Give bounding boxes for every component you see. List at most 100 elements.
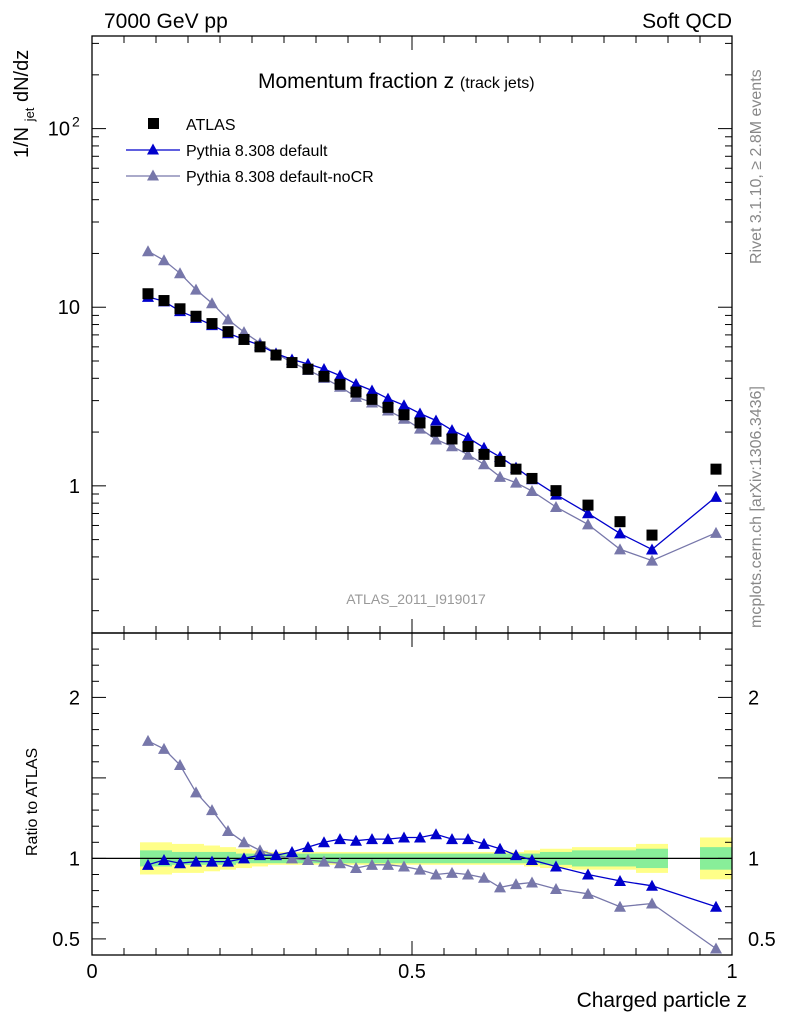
ratio-marker-pythia-nocr — [446, 866, 458, 878]
series-marker-pythia-nocr — [478, 458, 490, 470]
ratio-marker-pythia-nocr — [142, 734, 154, 746]
ratio-marker-pythia-nocr — [398, 860, 410, 872]
ratio-marker-pythia-nocr — [430, 868, 442, 880]
legend-marker-mc2 — [147, 169, 159, 181]
ratio-marker-pythia-default — [526, 854, 538, 866]
header-right: Soft QCD — [642, 10, 732, 33]
ratio-marker-pythia-default — [550, 860, 562, 872]
series-marker-pythia-default — [710, 490, 722, 502]
ratio-y-tick-label-right: 2 — [748, 687, 759, 709]
ratio-y-tick-label: 1 — [69, 848, 80, 870]
ratio-marker-pythia-default — [286, 845, 298, 857]
x-tick-label: 0.5 — [398, 961, 426, 983]
data-marker-atlas — [222, 326, 234, 338]
ratio-marker-pythia-default — [206, 855, 218, 867]
ratio-marker-pythia-default — [222, 855, 234, 867]
data-marker-atlas — [206, 318, 218, 330]
data-marker-atlas — [318, 370, 330, 382]
ratio-y-tick-label: 0.5 — [52, 929, 80, 951]
legend-marker-mc1 — [147, 143, 159, 155]
series-marker-pythia-nocr — [446, 440, 458, 452]
title-main: Momentum fraction z — [258, 70, 454, 93]
ratio-marker-pythia-nocr — [190, 786, 202, 798]
legend: ATLAS Pythia 8.308 default Pythia 8.308 … — [126, 117, 374, 186]
ratio-marker-pythia-nocr — [462, 868, 474, 880]
series-marker-pythia-default — [398, 399, 410, 411]
ratio-marker-pythia-nocr — [382, 858, 394, 870]
ratio-marker-pythia-default — [318, 836, 330, 848]
y-tick-label: 10 — [48, 119, 70, 141]
ratio-marker-pythia-default — [366, 833, 378, 845]
ratio-marker-pythia-nocr — [318, 855, 330, 867]
bottom-panel-frame — [91, 632, 733, 956]
data-marker-atlas — [414, 417, 426, 429]
data-marker-atlas — [286, 357, 298, 369]
series-marker-pythia-nocr — [526, 485, 538, 497]
ratio-marker-pythia-default — [174, 857, 186, 869]
ratio-marker-pythia-default — [582, 868, 594, 880]
data-marker-atlas — [582, 499, 594, 511]
data-marker-atlas — [142, 288, 154, 300]
series-marker-pythia-nocr — [510, 476, 522, 488]
title-sub: (track jets) — [460, 75, 535, 92]
data-marker-atlas — [334, 378, 346, 390]
series-marker-pythia-nocr — [710, 526, 722, 538]
series-marker-pythia-nocr — [142, 245, 154, 257]
ratio-marker-pythia-default — [350, 834, 362, 846]
ratio-marker-pythia-nocr — [222, 825, 234, 837]
series-marker-pythia-default — [382, 392, 394, 404]
series-marker-pythia-nocr — [222, 313, 234, 325]
series-marker-pythia-default — [614, 527, 626, 539]
series-marker-pythia-nocr — [206, 297, 218, 309]
series-marker-pythia-nocr — [494, 470, 506, 482]
ratio-marker-pythia-nocr — [550, 882, 562, 894]
ratio-marker-pythia-default — [334, 833, 346, 845]
chart-title: Momentum fraction z (track jets) — [258, 70, 535, 93]
top-ylabel: 1/N jet dN/dz — [11, 50, 39, 158]
bottom-series — [142, 734, 722, 954]
y-tick-label: 1 — [69, 476, 80, 498]
series-marker-pythia-nocr — [190, 283, 202, 295]
data-marker-atlas — [302, 363, 314, 375]
top-ylabel-b: dN/dz — [11, 50, 33, 102]
data-marker-atlas — [446, 433, 458, 445]
ratio-marker-pythia-default — [414, 831, 426, 843]
series-marker-pythia-default — [366, 384, 378, 396]
data-marker-atlas — [270, 349, 282, 361]
top-series — [142, 245, 722, 566]
ratio-marker-pythia-nocr — [414, 863, 426, 875]
ratio-y-tick-label: 2 — [69, 687, 80, 709]
ratio-marker-pythia-nocr — [510, 878, 522, 890]
series-line-pythia-nocr — [147, 250, 717, 562]
ratio-marker-pythia-default — [462, 833, 474, 845]
series-marker-pythia-default — [582, 507, 594, 519]
x-tick-label: 0 — [86, 961, 97, 983]
data-marker-atlas — [350, 386, 362, 398]
ratio-marker-pythia-nocr — [302, 854, 314, 866]
ratio-line-pythia-nocr — [147, 740, 717, 950]
data-marker-atlas — [238, 333, 250, 345]
ratio-marker-pythia-default — [614, 874, 626, 886]
top-ylabel-a: 1/N — [11, 127, 33, 158]
ratio-marker-pythia-default — [646, 879, 658, 891]
data-marker-atlas — [366, 393, 378, 405]
series-marker-pythia-nocr — [462, 448, 474, 460]
ratio-marker-pythia-nocr — [646, 897, 658, 909]
ratio-y-tick-label-right: 1 — [748, 848, 759, 870]
data-marker-atlas — [526, 472, 538, 484]
ratio-marker-pythia-default — [270, 849, 282, 861]
ratio-marker-pythia-default — [494, 842, 506, 854]
ratio-marker-pythia-default — [158, 854, 170, 866]
data-marker-atlas — [478, 448, 490, 460]
ratio-marker-pythia-nocr — [334, 857, 346, 869]
ratio-marker-pythia-nocr — [238, 836, 250, 848]
x-tick-label: 1 — [726, 961, 737, 983]
ratio-marker-pythia-default — [382, 833, 394, 845]
series-marker-pythia-nocr — [550, 500, 562, 512]
ratio-marker-pythia-default — [254, 849, 266, 861]
ratio-marker-pythia-nocr — [206, 804, 218, 816]
ratio-marker-pythia-default — [710, 900, 722, 912]
data-marker-atlas — [254, 341, 266, 353]
series-marker-pythia-nocr — [430, 433, 442, 445]
